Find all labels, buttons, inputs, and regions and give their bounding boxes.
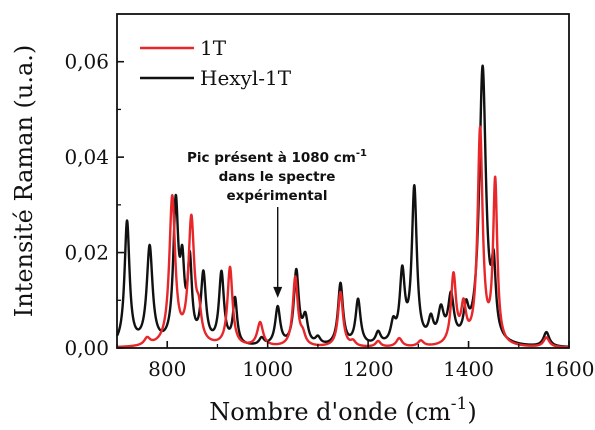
legend-label-hexyl-1t: Hexyl-1T — [200, 66, 292, 90]
y-tick-label: 0,06 — [64, 50, 109, 74]
x-tick-label: 800 — [148, 357, 186, 381]
legend-label-1t: 1T — [200, 36, 227, 60]
x-axis-title: Nombre d'onde (cm-1) — [209, 394, 476, 426]
x-axis-title-superscript: -1 — [451, 394, 468, 414]
y-tick-label: 0,00 — [64, 336, 109, 360]
annotation-line-1-superscript: -1 — [356, 148, 367, 159]
annotation-line-2: dans le spectre — [219, 169, 336, 185]
x-tick-label: 1200 — [343, 357, 394, 381]
x-axis-title-main: Nombre d'onde (cm — [209, 398, 451, 426]
y-tick-label: 0,04 — [64, 145, 109, 169]
x-tick-label: 1000 — [242, 357, 293, 381]
y-axis-title: Intensité Raman (u.a.) — [10, 45, 38, 318]
annotation-line-3: expérimental — [227, 188, 328, 204]
y-tick-label: 0,02 — [64, 241, 109, 265]
x-tick-label: 1600 — [544, 357, 595, 381]
x-axis-title-end: ) — [467, 398, 476, 426]
annotation-line-1-main: Pic présent à 1080 cm — [187, 150, 356, 166]
annotation-line-1: Pic présent à 1080 cm-1 — [187, 148, 367, 166]
x-tick-label: 1400 — [443, 357, 494, 381]
